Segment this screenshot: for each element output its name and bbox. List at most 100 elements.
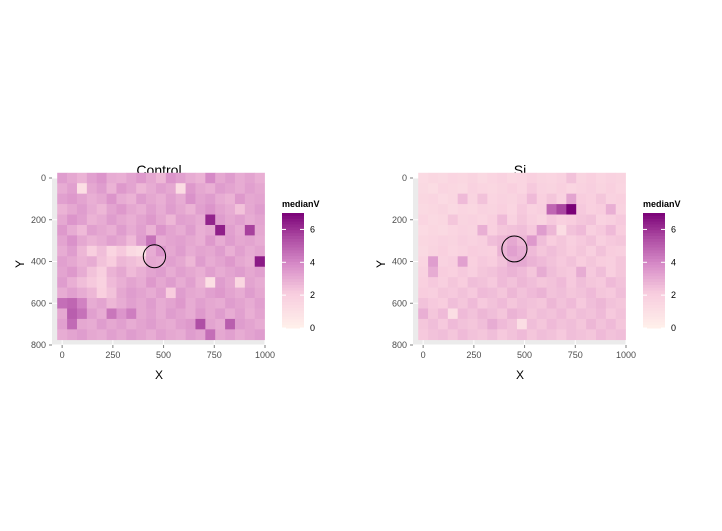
si-heat-tile: [536, 287, 547, 299]
si-heat-tile: [467, 329, 478, 341]
control-heat-tile: [116, 277, 127, 288]
control-heat-tile: [215, 277, 226, 288]
si-heat-tile: [428, 266, 439, 278]
si-heat-tile: [418, 172, 429, 184]
control-heat-tile: [67, 277, 78, 288]
control-heat-tile: [106, 245, 117, 257]
si-legend-swatch: [643, 299, 665, 303]
si-heat-tile: [586, 235, 597, 247]
si-heat-tile: [447, 214, 459, 226]
control-heat-tile: [155, 318, 167, 330]
control-heat-tile: [136, 308, 147, 320]
si-heat-tile: [615, 298, 626, 309]
control-y-axis-label: Y: [13, 260, 27, 268]
control-legend-swatch: [282, 250, 304, 254]
si-heat-tile: [546, 224, 557, 236]
si-heat-tile: [507, 318, 518, 330]
control-heat-tile: [106, 235, 117, 247]
si-heat-tile: [516, 266, 528, 278]
control-heat-tile: [234, 287, 246, 299]
si-legend-tick-label: 0: [671, 323, 676, 333]
si-heat-tile: [428, 183, 439, 194]
control-heat-tile: [155, 204, 167, 215]
si-legend-swatch: [643, 307, 665, 312]
control-heat-tile: [76, 224, 88, 236]
control-heat-tile: [86, 266, 98, 278]
control-heat-tile: [225, 193, 236, 205]
control-heat-tile: [126, 204, 137, 215]
si-heat-tile: [477, 256, 488, 268]
control-heat-tile: [205, 298, 216, 309]
si-heat-tile: [586, 318, 597, 330]
control-heat-tile: [106, 287, 117, 299]
si-heat-tile: [447, 235, 459, 247]
control-heat-tile: [146, 329, 157, 341]
si-heat-tile: [576, 329, 587, 341]
control-heat-tile: [86, 277, 98, 288]
si-heat-tile: [418, 214, 429, 226]
si-legend-swatch: [643, 230, 665, 234]
si-heat-tile: [526, 193, 538, 205]
control-legend-swatch: [282, 215, 304, 220]
si-heat-tile: [566, 245, 577, 257]
control-legend-swatch: [282, 279, 304, 283]
si-plot-area: 0 250 500 750 1000 0 200 400 600 800: [392, 172, 636, 360]
control-heat-tile: [175, 318, 186, 330]
control-heat-tile: [195, 172, 206, 184]
control-heat-tile: [136, 235, 147, 247]
control-plot-area: 0 250 500 750 1000 0 200 400 600 800: [31, 172, 275, 360]
si-heat-tile: [507, 224, 518, 236]
control-legend-tick-label: 6: [310, 224, 315, 234]
control-x-tick-label: 750: [207, 350, 222, 360]
control-heat-tile: [225, 183, 236, 194]
control-heat-tile: [76, 214, 88, 226]
control-heat-tile: [76, 308, 88, 320]
control-heat-tile: [106, 214, 117, 226]
si-heat-tile: [507, 204, 518, 215]
control-heat-tile: [146, 193, 157, 205]
si-heat-tile: [447, 318, 459, 330]
control-heat-tile: [155, 266, 167, 278]
si-heat-tile: [586, 204, 597, 215]
si-heat-tile: [418, 287, 429, 299]
control-heat-tile: [215, 287, 226, 299]
si-heat-tile: [497, 256, 508, 268]
control-heat-tile: [175, 224, 186, 236]
si-heat-tile: [437, 266, 449, 278]
control-legend-swatch: [282, 221, 304, 225]
si-heat-tile: [497, 172, 508, 184]
si-heat-tile: [526, 256, 538, 268]
control-heat-tile: [195, 204, 206, 215]
control-heat-tile: [215, 235, 226, 247]
si-heat-tile: [447, 266, 459, 278]
control-heat-tile: [244, 183, 256, 194]
control-heat-tile: [244, 172, 256, 184]
control-heat-tile: [155, 183, 167, 194]
si-heat-tile: [526, 172, 538, 184]
control-heat-tile: [244, 256, 256, 268]
si-legend-swatch: [643, 325, 665, 329]
control-heat-tile: [195, 235, 206, 247]
si-y-tick-label: 0: [402, 173, 407, 183]
control-legend-swatch: [282, 296, 304, 300]
control-heat-tile: [86, 193, 98, 205]
control-heat-tile: [165, 214, 177, 226]
si-heat-tile: [605, 245, 617, 257]
control-heat-tile: [185, 266, 196, 278]
si-heat-tile: [428, 193, 439, 205]
si-heat-tile: [477, 329, 488, 341]
control-heat-tile: [136, 193, 147, 205]
control-heat-tile: [234, 256, 246, 268]
control-heat-tile: [185, 245, 196, 257]
control-heat-tile: [234, 329, 246, 341]
si-heat-tile: [497, 224, 508, 236]
si-heat-tile: [418, 266, 429, 278]
control-heat-tile: [136, 214, 147, 226]
control-heat-tile: [185, 235, 196, 247]
control-heat-tile: [205, 204, 216, 215]
control-heat-tile: [244, 277, 256, 288]
si-heat-tile: [437, 329, 449, 341]
control-heat-tile: [86, 235, 98, 247]
si-heat-tile: [447, 287, 459, 299]
